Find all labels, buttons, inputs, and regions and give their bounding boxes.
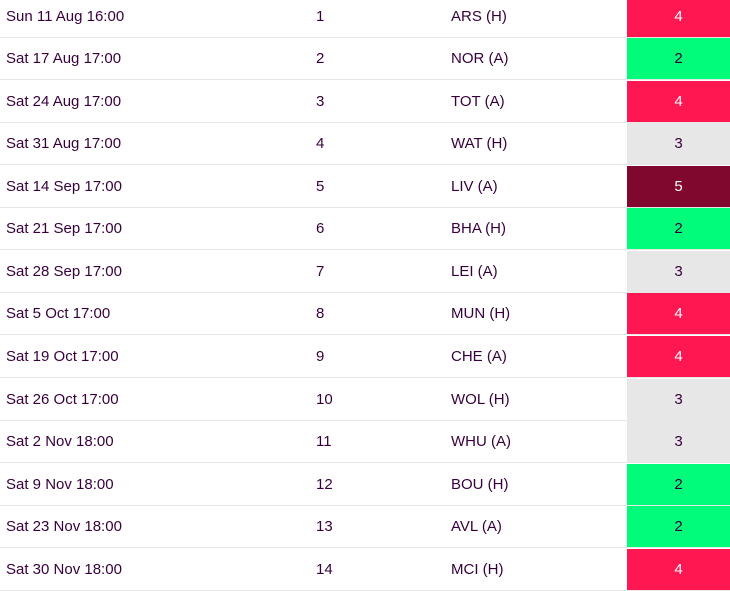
table-row: Sat 19 Oct 17:00 9 CHE (A) 4	[0, 336, 730, 378]
fixture-date: Sat 24 Aug 17:00	[6, 93, 122, 110]
fixture-date: Sat 9 Nov 18:00	[6, 476, 114, 493]
fixture-gameweek: 9	[316, 348, 325, 365]
fixture-opponent: LIV (A)	[451, 178, 498, 195]
difficulty-badge: 4	[627, 336, 730, 377]
table-row: Sat 14 Sep 17:00 5 LIV (A) 5	[0, 166, 730, 208]
fixture-gameweek: 2	[316, 50, 325, 67]
fixture-opponent: BOU (H)	[451, 476, 509, 493]
fixture-opponent: WHU (A)	[451, 433, 511, 450]
fixture-date: Sat 31 Aug 17:00	[6, 135, 122, 152]
table-row: Sat 26 Oct 17:00 10 WOL (H) 3	[0, 379, 730, 421]
table-row: Sat 2 Nov 18:00 11 WHU (A) 3	[0, 421, 730, 463]
difficulty-badge: 2	[627, 464, 730, 505]
fixture-opponent: WAT (H)	[451, 135, 508, 152]
fixture-opponent: NOR (A)	[451, 50, 509, 67]
fixture-date: Sat 26 Oct 17:00	[6, 391, 119, 408]
fixture-date: Sat 30 Nov 18:00	[6, 561, 122, 578]
fixture-date: Sun 11 Aug 16:00	[6, 8, 125, 25]
fixture-gameweek: 3	[316, 93, 325, 110]
fixture-gameweek: 5	[316, 178, 325, 195]
fixture-gameweek: 8	[316, 305, 325, 322]
table-row: Sat 23 Nov 18:00 13 AVL (A) 2	[0, 506, 730, 548]
fixture-opponent: AVL (A)	[451, 518, 502, 535]
fixture-date: Sat 19 Oct 17:00	[6, 348, 119, 365]
table-row: Sat 31 Aug 17:00 4 WAT (H) 3	[0, 123, 730, 165]
fixture-gameweek: 4	[316, 135, 325, 152]
fixture-date: Sat 2 Nov 18:00	[6, 433, 114, 450]
fixture-gameweek: 12	[316, 476, 333, 493]
table-row: Sat 9 Nov 18:00 12 BOU (H) 2	[0, 464, 730, 506]
fixture-gameweek: 13	[316, 518, 333, 535]
table-row: Sat 21 Sep 17:00 6 BHA (H) 2	[0, 208, 730, 250]
fixture-opponent: MCI (H)	[451, 561, 504, 578]
difficulty-badge: 2	[627, 506, 730, 547]
difficulty-badge: 3	[627, 123, 730, 164]
fixture-opponent: TOT (A)	[451, 93, 505, 110]
fixture-opponent: ARS (H)	[451, 8, 507, 25]
difficulty-badge: 3	[627, 421, 730, 462]
table-row: Sat 30 Nov 18:00 14 MCI (H) 4	[0, 549, 730, 591]
fixture-date: Sat 5 Oct 17:00	[6, 305, 111, 322]
fixture-gameweek: 10	[316, 391, 333, 408]
difficulty-badge: 2	[627, 38, 730, 79]
difficulty-badge: 5	[627, 166, 730, 207]
table-row: Sat 5 Oct 17:00 8 MUN (H) 4	[0, 293, 730, 335]
table-row: Sat 17 Aug 17:00 2 NOR (A) 2	[0, 38, 730, 80]
fixture-gameweek: 11	[316, 433, 332, 450]
table-row: Sat 24 Aug 17:00 3 TOT (A) 4	[0, 81, 730, 123]
fixture-date: Sat 23 Nov 18:00	[6, 518, 122, 535]
fixture-opponent: CHE (A)	[451, 348, 507, 365]
fixture-opponent: BHA (H)	[451, 220, 507, 237]
fixture-opponent: WOL (H)	[451, 391, 510, 408]
fixture-gameweek: 7	[316, 263, 325, 280]
fixture-date: Sat 28 Sep 17:00	[6, 263, 122, 280]
difficulty-badge: 4	[627, 81, 730, 122]
fixture-date: Sat 14 Sep 17:00	[6, 178, 122, 195]
table-row: Sat 28 Sep 17:00 7 LEI (A) 3	[0, 251, 730, 293]
difficulty-badge: 4	[627, 0, 730, 37]
difficulty-badge: 4	[627, 549, 730, 590]
fixture-gameweek: 1	[316, 8, 325, 25]
fixture-date: Sat 17 Aug 17:00	[6, 50, 122, 67]
difficulty-badge: 3	[627, 379, 730, 420]
fixture-opponent: LEI (A)	[451, 263, 498, 280]
fixture-opponent: MUN (H)	[451, 305, 511, 322]
table-row: Sun 11 Aug 16:00 1 ARS (H) 4	[0, 0, 730, 38]
difficulty-badge: 3	[627, 251, 730, 292]
difficulty-badge: 2	[627, 208, 730, 249]
fixture-gameweek: 14	[316, 561, 333, 578]
fixture-date: Sat 21 Sep 17:00	[6, 220, 122, 237]
fixture-gameweek: 6	[316, 220, 325, 237]
difficulty-badge: 4	[627, 293, 730, 334]
